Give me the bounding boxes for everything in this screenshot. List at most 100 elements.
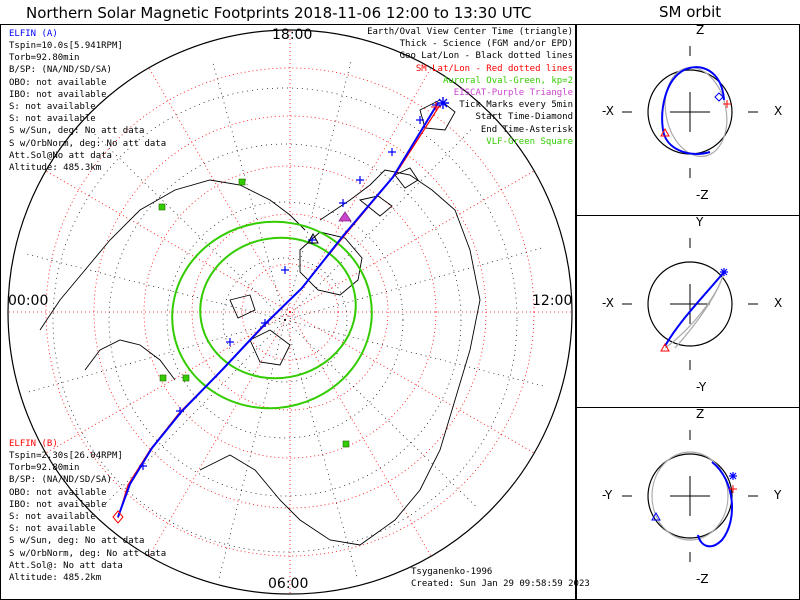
vlf-station-square [158,203,166,211]
credit-created: Created: Sun Jan 29 09:58:59 2023 [411,579,590,589]
orbit-axis-label-bottom: -Z [696,572,709,586]
legend-item: Tick Marks every 5min [459,100,573,111]
geo-latitude-circle [222,257,348,383]
geo-meridian [96,319,286,514]
elfin-a-title: ELFIN (A) [9,29,58,39]
orbit-axis-label-bottom: -Y [696,380,707,394]
hour-label-left: 00:00 [8,293,49,309]
elfin-b-line: S w/OrbNorm, deg: No att data [9,548,167,559]
hour-label-bottom: 06:00 [268,576,309,592]
vlf-station-square [238,178,246,186]
elfin-b-title: ELFIN (B) [9,439,58,449]
geo-latitude-circle [108,143,462,497]
orbit-axis-label-top: Z [696,407,705,421]
elfin-a-line: B/SP: (NA/ND/SD/SA) [9,65,112,76]
elfin-a-track [117,102,439,518]
orbit-a-path [664,271,725,347]
elfin-a-tick [356,176,364,184]
orbit-axis-label-right: X [774,296,783,310]
geo-meridian [284,58,353,321]
elfin-a-end-asterisk [437,97,449,109]
sm-meridian [289,170,535,313]
orbit-axis-label-left: -X [602,296,614,310]
coastline [229,294,256,319]
sm-latitude-circle [191,213,389,411]
elfin-b-line: Torb=92.80min [9,463,80,474]
orbit-center-triangle [651,511,661,521]
elfin-b-line: Tspin=2.30s[26.04RPM] [9,451,123,461]
sm-meridian [289,311,535,454]
credit-author: Tsyganenko-1996 [411,567,493,577]
orbit-axis-label-bottom: -Z [696,188,709,202]
sm-meridian [148,67,291,313]
elfin-a-tick [339,199,347,207]
geo-latitude-circle [52,87,518,553]
legend-item: End Time-Asterisk [480,124,573,135]
elfin-a-line: S w/Sun, deg: No att data [9,126,145,137]
auroral-oval-outer [171,220,373,410]
elfin-b-line: Altitude: 485.2km [9,573,102,583]
sm-meridian [45,311,291,454]
legend-item: Earth/Oval View Center Time (triangle) [367,27,573,37]
globe-outline [7,29,573,595]
elfin-b-line: IBO: not available [9,499,107,510]
elfin-a-line: IBO: not available [9,89,107,100]
elfin-b-line: B/SP: (NA/ND/SD/SA) [9,475,112,486]
elfin-a-line: S: not available [9,114,96,125]
orbit-end-asterisk [720,268,728,276]
sm-meridian [148,311,291,557]
geo-meridian [284,319,547,388]
orbit-axis-label-top: Y [696,215,704,229]
elfin-a-line: OBO: not available [9,77,107,88]
elfin-a-line: Tspin=10.0s[5.941RPM] [9,41,123,51]
elfin-a-tick [176,407,184,415]
elfin-a-tick [139,462,147,470]
orbit-end-asterisk [723,100,731,108]
coastline [394,167,419,189]
coastline [199,169,481,546]
orbit-center-triangle [660,127,670,137]
elfin-a-line: Att.Sol@No att data [9,150,112,161]
legend-item: Auroral Oval-Green, kp=2 [442,75,573,86]
elfin-a-tick [388,148,396,156]
orbit-start-diamond [714,92,724,102]
sm-meridian [289,67,432,313]
elfin-b-line: OBO: not available [9,487,107,498]
legend-item: VLF-Green Square [486,136,573,147]
elfin-a-tick [281,266,289,274]
orbit-a-path [661,66,725,155]
geo-meridian [217,319,286,582]
orbit-axis-label-right: X [774,104,783,118]
elfin-a-tick [416,116,424,124]
elfin-a-tick [261,319,269,327]
sm-meridian [45,170,291,313]
elfin-b-line: S: not available [9,512,96,522]
orbit-axis-label-right: Y [774,488,782,502]
eiscat-triangle [338,211,352,222]
elfin-a-line: S: not available [9,102,96,112]
geo-meridian [23,252,286,321]
orbit-axis-label-left: -X [602,104,614,118]
coastline [84,339,176,381]
orbit-axis-label-left: -Y [602,488,613,502]
elfin-b-line: Att.Sol@: No att data [9,560,123,571]
orbit-end-asterisk [729,485,737,493]
orbit-title: SM orbit [659,3,722,21]
main-title: Northern Solar Magnetic Footprints 2018-… [26,4,532,22]
elfin-a-line: Torb=92.80min [9,53,80,64]
elfin-b-end-asterisk [431,102,441,112]
geo-meridian [284,319,359,581]
hour-label-right: 12:00 [532,293,573,309]
sm-latitude-circle [143,165,437,459]
geo-meridian [284,246,546,321]
legend-item: EISCAT-Purple Triangle [453,88,573,98]
elfin-a-line: Altitude: 485.3km [9,163,102,173]
earth-circle [647,261,733,347]
elfin-b-start-diamond [112,510,124,524]
orbit-axis-label-top: Z [696,23,705,37]
vlf-station-square [182,374,190,382]
elfin-a-tick [226,338,234,346]
sm-meridian [289,311,432,557]
legend-item: Start Time-Diamond [475,112,573,123]
